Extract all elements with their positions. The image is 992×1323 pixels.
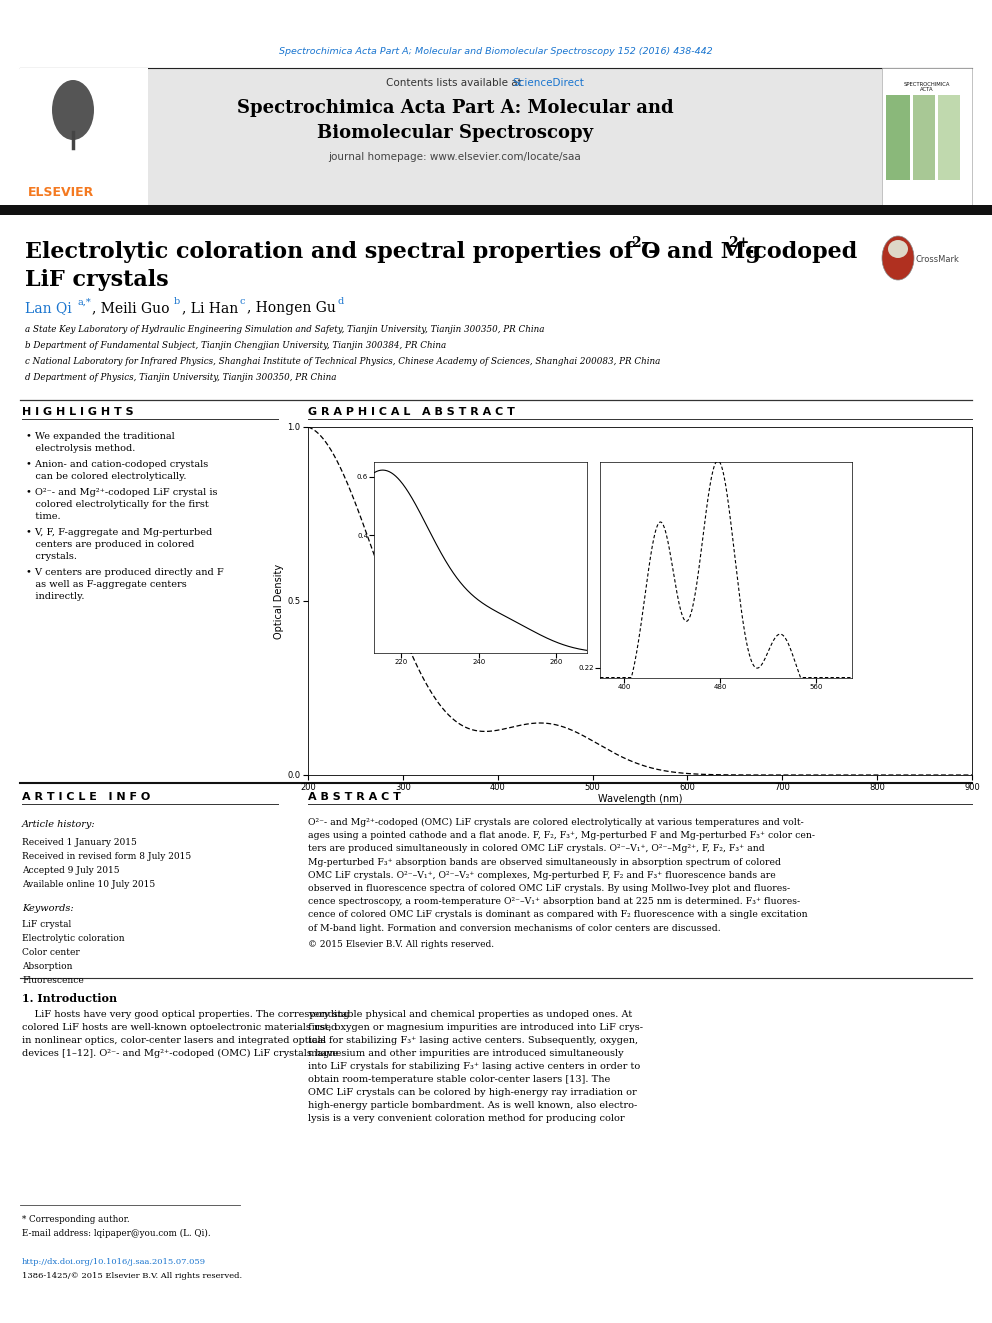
Text: 2−: 2− (631, 235, 653, 250)
Text: • O²⁻- and Mg²⁺-codoped LiF crystal is: • O²⁻- and Mg²⁺-codoped LiF crystal is (26, 488, 217, 497)
Text: OMC LiF crystals can be colored by high-energy ray irradiation or: OMC LiF crystals can be colored by high-… (308, 1088, 637, 1097)
Text: A B S T R A C T: A B S T R A C T (308, 792, 401, 802)
Y-axis label: Optical Density: Optical Density (275, 564, 285, 639)
Ellipse shape (888, 239, 908, 258)
Text: indirectly.: indirectly. (26, 591, 84, 601)
Text: Electrolytic coloration and spectral properties of O: Electrolytic coloration and spectral pro… (25, 241, 661, 263)
Text: Mg-perturbed F₃⁺ absorption bands are observed simultaneously in absorption spec: Mg-perturbed F₃⁺ absorption bands are ob… (308, 857, 781, 867)
Bar (913, 95, 935, 180)
Text: crystals.: crystals. (26, 552, 77, 561)
Text: H I G H L I G H T S: H I G H L I G H T S (22, 407, 134, 417)
Text: OMC LiF crystals. O²⁻–V₁⁺, O²⁻–V₂⁺ complexes, Mg-perturbed F, F₂ and F₃⁺ fluores: OMC LiF crystals. O²⁻–V₁⁺, O²⁻–V₂⁺ compl… (308, 871, 776, 880)
Text: SPECTROCHIMICA
ACTA: SPECTROCHIMICA ACTA (904, 82, 950, 93)
Text: Color center: Color center (22, 949, 79, 957)
Text: journal homepage: www.elsevier.com/locate/saa: journal homepage: www.elsevier.com/locat… (328, 152, 581, 161)
Text: * Corresponding author.: * Corresponding author. (22, 1215, 130, 1224)
Bar (20, 67, 882, 205)
Text: b: b (174, 298, 181, 307)
Text: Accepted 9 July 2015: Accepted 9 July 2015 (22, 867, 120, 875)
Text: electrolysis method.: electrolysis method. (26, 445, 135, 452)
Text: a,*: a,* (77, 298, 90, 307)
Text: Spectrochimica Acta Part A; Molecular and Biomolecular Spectroscopy 152 (2016) 4: Spectrochimica Acta Part A; Molecular an… (279, 48, 713, 57)
Text: d Department of Physics, Tianjin University, Tianjin 300350, PR China: d Department of Physics, Tianjin Univers… (25, 373, 336, 382)
Text: as well as F-aggregate centers: as well as F-aggregate centers (26, 579, 186, 589)
Bar (20, 67, 148, 205)
Text: 1386-1425/© 2015 Elsevier B.V. All rights reserved.: 1386-1425/© 2015 Elsevier B.V. All right… (22, 1271, 242, 1279)
Text: c: c (239, 298, 244, 307)
Text: colored LiF hosts are well-known optoelectronic materials used: colored LiF hosts are well-known optoele… (22, 1023, 337, 1032)
Text: Absorption: Absorption (22, 962, 72, 971)
Text: -codoped: -codoped (745, 241, 858, 263)
Text: , Li Han: , Li Han (182, 302, 238, 315)
Text: b Department of Fundamental Subject, Tianjin Chengjian University, Tianjin 30038: b Department of Fundamental Subject, Tia… (25, 341, 446, 351)
Text: ScienceDirect: ScienceDirect (512, 78, 584, 89)
Text: Electrolytic coloration: Electrolytic coloration (22, 934, 125, 943)
Text: – and Mg: – and Mg (648, 241, 761, 263)
Text: ELSEVIER: ELSEVIER (28, 185, 94, 198)
Text: time.: time. (26, 512, 61, 521)
Text: centers are produced in colored: centers are produced in colored (26, 540, 194, 549)
Text: Available online 10 July 2015: Available online 10 July 2015 (22, 880, 156, 889)
Ellipse shape (52, 79, 94, 140)
Text: O²⁻- and Mg²⁺-codoped (OMC) LiF crystals are colored electrolytically at various: O²⁻- and Mg²⁺-codoped (OMC) LiF crystals… (308, 818, 804, 827)
Text: LiF hosts have very good optical properties. The corresponding: LiF hosts have very good optical propert… (22, 1009, 349, 1019)
Text: , Meili Guo: , Meili Guo (92, 302, 170, 315)
Text: © 2015 Elsevier B.V. All rights reserved.: © 2015 Elsevier B.V. All rights reserved… (308, 939, 494, 949)
Text: Biomolecular Spectroscopy: Biomolecular Spectroscopy (316, 124, 593, 142)
X-axis label: Wavelength (nm): Wavelength (nm) (598, 794, 682, 804)
Text: first, oxygen or magnesium impurities are introduced into LiF crys-: first, oxygen or magnesium impurities ar… (308, 1023, 643, 1032)
Text: obtain room-temperature stable color-center lasers [13]. The: obtain room-temperature stable color-cen… (308, 1076, 610, 1084)
Text: colored electrolytically for the first: colored electrolytically for the first (26, 500, 208, 509)
Text: 2+: 2+ (728, 235, 749, 250)
Text: high-energy particle bombardment. As is well known, also electro-: high-energy particle bombardment. As is … (308, 1101, 637, 1110)
Text: 1. Introduction: 1. Introduction (22, 994, 117, 1004)
Text: , Hongen Gu: , Hongen Gu (247, 302, 336, 315)
Text: E-mail address: lqipaper@you.com (L. Qi).: E-mail address: lqipaper@you.com (L. Qi)… (22, 1229, 210, 1238)
Text: cence spectroscopy, a room-temperature O²⁻–V₁⁺ absorption band at 225 nm is dete: cence spectroscopy, a room-temperature O… (308, 897, 801, 906)
Text: devices [1–12]. O²⁻- and Mg²⁺-codoped (OMC) LiF crystals have: devices [1–12]. O²⁻- and Mg²⁺-codoped (O… (22, 1049, 338, 1058)
Ellipse shape (882, 235, 914, 280)
Text: cence of colored OMC LiF crystals is dominant as compared with F₂ fluorescence w: cence of colored OMC LiF crystals is dom… (308, 910, 807, 919)
Text: Received in revised form 8 July 2015: Received in revised form 8 July 2015 (22, 852, 191, 861)
Text: in nonlinear optics, color-center lasers and integrated optical: in nonlinear optics, color-center lasers… (22, 1036, 326, 1045)
Text: a State Key Laboratory of Hydraulic Engineering Simulation and Safety, Tianjin U: a State Key Laboratory of Hydraulic Engi… (25, 325, 545, 335)
Text: lysis is a very convenient coloration method for producing color: lysis is a very convenient coloration me… (308, 1114, 625, 1123)
Text: Article history:: Article history: (22, 820, 95, 830)
Text: Fluorescence: Fluorescence (22, 976, 83, 986)
Text: • V, F, F-aggregate and Mg-perturbed: • V, F, F-aggregate and Mg-perturbed (26, 528, 212, 537)
Text: http://dx.doi.org/10.1016/j.saa.2015.07.059: http://dx.doi.org/10.1016/j.saa.2015.07.… (22, 1258, 206, 1266)
Bar (938, 95, 960, 180)
Text: can be colored electrolytically.: can be colored electrolytically. (26, 472, 186, 482)
Text: • Anion- and cation-codoped crystals: • Anion- and cation-codoped crystals (26, 460, 208, 468)
Text: into LiF crystals for stabilizing F₃⁺ lasing active centers in order to: into LiF crystals for stabilizing F₃⁺ la… (308, 1062, 640, 1072)
Text: magnesium and other impurities are introduced simultaneously: magnesium and other impurities are intro… (308, 1049, 624, 1058)
Text: ters are produced simultaneously in colored OMC LiF crystals. O²⁻–V₁⁺, O²⁻–Mg²⁺,: ters are produced simultaneously in colo… (308, 844, 765, 853)
Text: Keywords:: Keywords: (22, 904, 73, 913)
Text: d: d (337, 298, 343, 307)
Bar (0, 205, 992, 216)
Text: ages using a pointed cathode and a flat anode. F, F₂, F₃⁺, Mg-perturbed F and Mg: ages using a pointed cathode and a flat … (308, 831, 815, 840)
Text: Contents lists available at: Contents lists available at (386, 78, 525, 89)
Bar (882, 67, 972, 205)
Text: c National Laboratory for Infrared Physics, Shanghai Institute of Technical Phys: c National Laboratory for Infrared Physi… (25, 357, 661, 366)
Text: LiF crystal: LiF crystal (22, 919, 71, 929)
Text: tals for stabilizing F₃⁺ lasing active centers. Subsequently, oxygen,: tals for stabilizing F₃⁺ lasing active c… (308, 1036, 638, 1045)
Text: A R T I C L E   I N F O: A R T I C L E I N F O (22, 792, 150, 802)
Text: • V centers are produced directly and F: • V centers are produced directly and F (26, 568, 224, 577)
Text: Spectrochimica Acta Part A: Molecular and: Spectrochimica Acta Part A: Molecular an… (237, 99, 674, 116)
Text: observed in fluorescence spectra of colored OMC LiF crystals. By using Mollwo-Iv: observed in fluorescence spectra of colo… (308, 884, 790, 893)
Text: G R A P H I C A L   A B S T R A C T: G R A P H I C A L A B S T R A C T (308, 407, 515, 417)
Text: very stable physical and chemical properties as undoped ones. At: very stable physical and chemical proper… (308, 1009, 632, 1019)
Bar (886, 95, 910, 180)
Text: CrossMark: CrossMark (916, 255, 960, 265)
Text: Received 1 January 2015: Received 1 January 2015 (22, 837, 137, 847)
Text: Lan Qi: Lan Qi (25, 302, 71, 315)
Text: • We expanded the traditional: • We expanded the traditional (26, 433, 175, 441)
Text: of M-band light. Formation and conversion mechanisms of color centers are discus: of M-band light. Formation and conversio… (308, 923, 721, 933)
Text: LiF crystals: LiF crystals (25, 269, 169, 291)
